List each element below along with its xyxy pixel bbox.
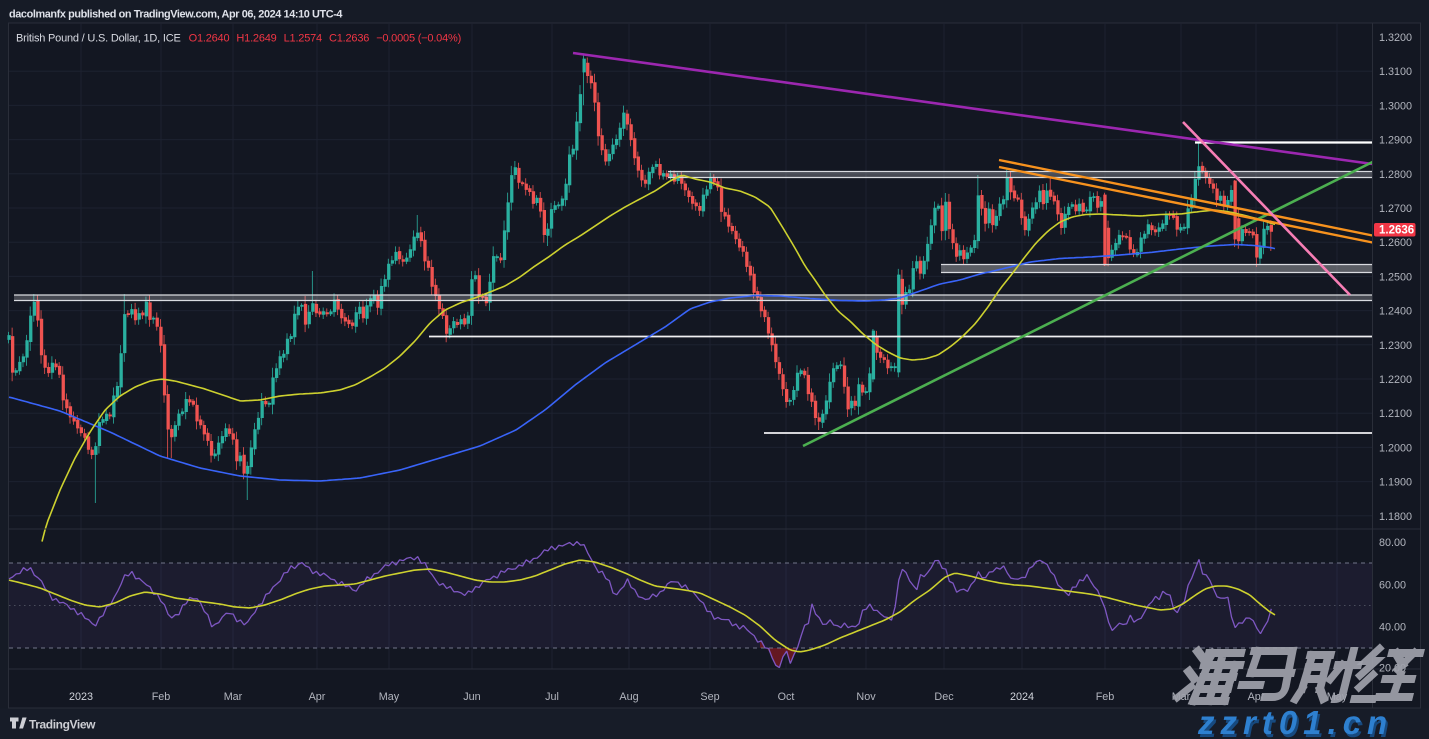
svg-text:1.2000: 1.2000 (1379, 442, 1412, 454)
svg-text:Jun: Jun (463, 691, 480, 703)
svg-text:Mar: Mar (224, 691, 243, 703)
svg-text:1.2600: 1.2600 (1379, 237, 1412, 249)
svg-text:1.2500: 1.2500 (1379, 271, 1412, 283)
svg-text:1.3000: 1.3000 (1379, 100, 1412, 112)
svg-text:60.00: 60.00 (1379, 579, 1406, 591)
svg-text:zzrt01.cn: zzrt01.cn (1197, 704, 1393, 739)
svg-text:TradingView: TradingView (29, 718, 96, 732)
svg-text:zzrt01.cn: zzrt01.cn (1199, 707, 1395, 739)
svg-text:1.2100: 1.2100 (1379, 408, 1412, 420)
svg-text:Jul: Jul (545, 691, 559, 703)
svg-text:2023: 2023 (69, 691, 93, 703)
svg-text:Apr: Apr (309, 691, 326, 703)
svg-text:1.2636: 1.2636 (1379, 225, 1414, 237)
svg-text:1.2200: 1.2200 (1379, 374, 1412, 386)
svg-text:British Pound / U.S. Dollar, 1: British Pound / U.S. Dollar, 1D, ICE O1.2… (16, 33, 461, 45)
svg-text:2024: 2024 (1010, 691, 1034, 703)
svg-text:1.3200: 1.3200 (1379, 32, 1412, 44)
svg-text:1.2700: 1.2700 (1379, 203, 1412, 215)
svg-text:1.2300: 1.2300 (1379, 340, 1412, 352)
svg-text:Sep: Sep (700, 691, 719, 703)
svg-text:Oct: Oct (778, 691, 795, 703)
svg-text:dacolmanfx published on Tradin: dacolmanfx published on TradingView.com,… (9, 9, 342, 21)
svg-text:Feb: Feb (1096, 691, 1115, 703)
svg-text:1.1800: 1.1800 (1379, 511, 1412, 523)
svg-text:1.2800: 1.2800 (1379, 169, 1412, 181)
svg-text:Nov: Nov (856, 691, 876, 703)
svg-text:1.2900: 1.2900 (1379, 135, 1412, 147)
svg-text:80.00: 80.00 (1379, 537, 1406, 549)
svg-text:Aug: Aug (619, 691, 638, 703)
svg-text:May: May (379, 691, 400, 703)
svg-text:Dec: Dec (934, 691, 954, 703)
svg-text:1.3100: 1.3100 (1379, 66, 1412, 78)
svg-text:1.2400: 1.2400 (1379, 306, 1412, 318)
svg-text:Feb: Feb (152, 691, 171, 703)
svg-text:40.00: 40.00 (1379, 622, 1406, 634)
svg-text:1.1900: 1.1900 (1379, 477, 1412, 489)
